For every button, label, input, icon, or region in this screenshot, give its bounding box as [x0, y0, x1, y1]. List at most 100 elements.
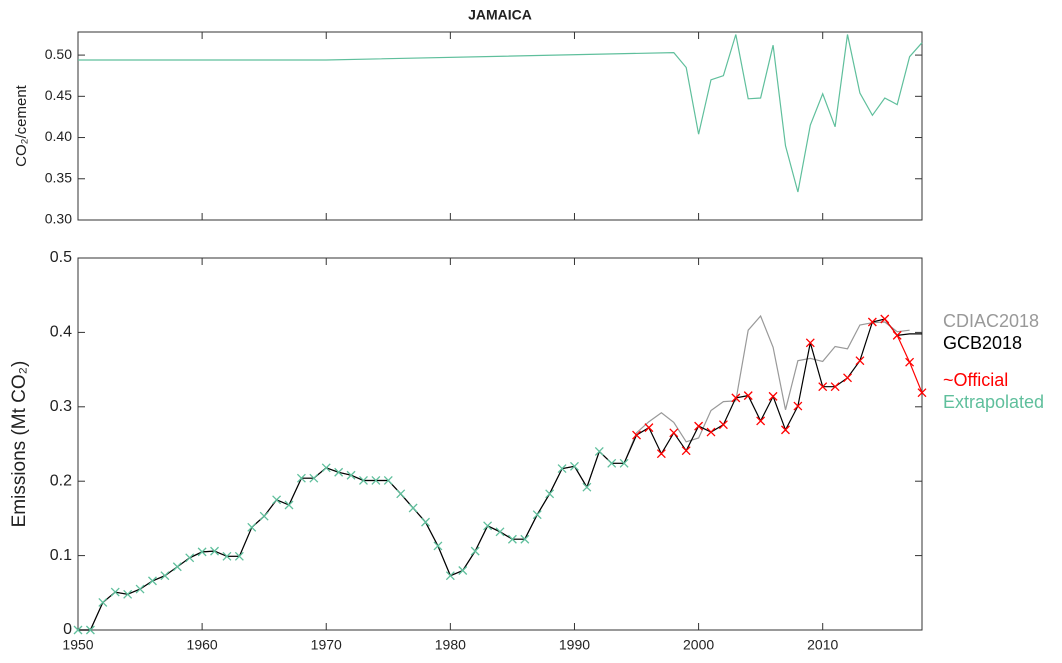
marker	[383, 475, 393, 485]
marker	[731, 393, 741, 403]
marker	[768, 391, 778, 401]
marker	[408, 503, 418, 513]
marker	[632, 430, 641, 440]
marker	[470, 546, 480, 556]
marker	[818, 382, 828, 392]
marker	[123, 589, 133, 599]
series-line	[78, 314, 910, 631]
marker	[669, 428, 679, 438]
y-tick-label: 0.30	[45, 211, 72, 227]
marker	[259, 511, 269, 521]
marker	[582, 482, 592, 492]
marker	[110, 587, 120, 597]
marker	[210, 546, 219, 556]
marker	[594, 446, 604, 456]
x-tick-label: 2010	[807, 637, 838, 653]
marker	[681, 446, 691, 456]
marker	[706, 427, 716, 437]
marker	[296, 473, 306, 483]
marker	[855, 356, 865, 366]
x-tick-label: 1990	[559, 637, 590, 653]
marker	[756, 416, 766, 426]
marker	[346, 470, 356, 480]
marker	[607, 458, 617, 468]
series-line	[884, 318, 923, 393]
marker	[644, 423, 654, 433]
marker	[433, 541, 443, 551]
y-axis-label: Emissions (Mt CO₂)	[9, 361, 30, 528]
marker	[321, 463, 331, 473]
marker	[309, 473, 319, 483]
marker	[905, 357, 915, 367]
legend-entry: CDIAC2018	[943, 311, 1039, 331]
marker	[73, 625, 83, 635]
marker	[172, 562, 182, 572]
marker	[570, 461, 579, 471]
marker	[495, 527, 505, 537]
marker	[222, 551, 232, 561]
marker	[619, 458, 629, 468]
marker	[371, 475, 381, 485]
y-tick-label: 0.35	[45, 169, 72, 185]
marker	[867, 317, 877, 327]
marker	[781, 425, 790, 435]
series-line	[78, 34, 923, 193]
marker	[557, 464, 567, 474]
marker	[284, 500, 294, 510]
y-tick-label: 0.40	[45, 128, 72, 144]
x-tick-label: 1950	[62, 637, 93, 653]
y-tick-label: 0.50	[45, 46, 72, 62]
x-tick-label: 1970	[311, 637, 342, 653]
marker	[743, 391, 753, 401]
marker	[917, 388, 927, 398]
marker	[545, 489, 555, 499]
marker	[359, 475, 368, 485]
marker	[272, 495, 282, 505]
legend-entry: ~Official	[943, 370, 1008, 390]
marker	[234, 551, 244, 561]
legend-entry: GCB2018	[943, 333, 1022, 353]
marker	[520, 534, 530, 544]
series-line	[78, 318, 922, 631]
x-tick-label: 1980	[435, 637, 466, 653]
marker	[892, 330, 902, 340]
marker	[421, 517, 430, 527]
marker	[135, 584, 145, 594]
y-axis-label: CO₂/cement	[13, 84, 30, 167]
marker	[793, 401, 803, 411]
marker	[185, 553, 195, 563]
y-tick-label: 0.2	[50, 472, 72, 489]
marker	[247, 522, 257, 532]
marker	[396, 489, 406, 499]
marker	[532, 510, 542, 520]
marker	[694, 421, 704, 431]
marker	[445, 571, 455, 581]
marker	[880, 314, 890, 324]
marker	[85, 625, 95, 635]
marker	[507, 534, 517, 544]
marker	[148, 576, 157, 586]
plot-frame	[77, 257, 923, 631]
marker	[458, 566, 468, 575]
x-tick-label: 1960	[187, 637, 218, 653]
y-tick-label: 0	[63, 621, 72, 638]
marker	[718, 420, 728, 430]
marker	[805, 338, 815, 348]
marker	[656, 449, 666, 459]
marker	[483, 521, 493, 531]
x-tick-label: 2000	[683, 637, 714, 653]
chart-title: JAMAICA	[468, 7, 532, 23]
marker	[843, 373, 852, 383]
y-tick-label: 0.5	[50, 249, 72, 266]
y-tick-label: 0.4	[50, 324, 72, 341]
plot-frame	[77, 31, 923, 221]
marker	[160, 571, 170, 581]
legend-entry: Extrapolated	[943, 392, 1044, 412]
marker	[830, 382, 840, 392]
y-tick-label: 0.3	[50, 398, 72, 415]
y-tick-label: 0.45	[45, 87, 72, 103]
marker	[334, 467, 344, 477]
y-tick-label: 0.1	[50, 547, 72, 564]
